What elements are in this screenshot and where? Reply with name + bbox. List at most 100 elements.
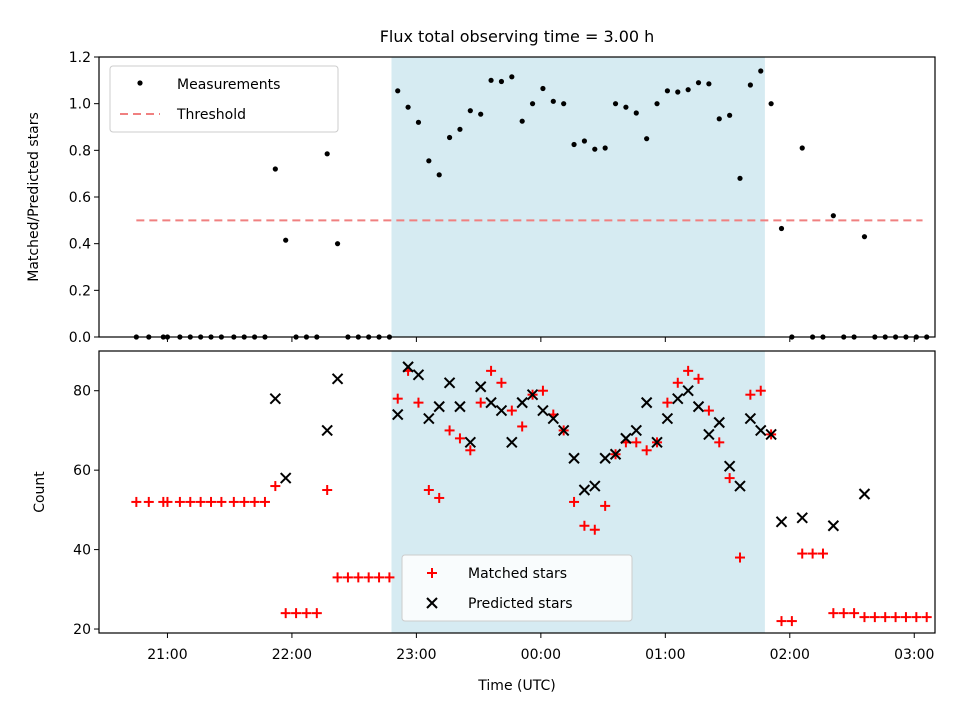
- measurement-point: [540, 85, 546, 92]
- matched-star-point: [921, 612, 932, 623]
- x-tick-label: 21:00: [147, 647, 187, 663]
- measurement-point: [561, 101, 567, 107]
- matched-star-point: [486, 365, 497, 376]
- measurement-point: [581, 138, 588, 144]
- matched-star-point: [465, 445, 476, 456]
- predicted-star-point: [734, 480, 746, 492]
- predicted-star-point: [703, 428, 715, 441]
- measurement-point: [716, 116, 722, 122]
- measurement-point: [405, 104, 411, 110]
- x-axis-label: Time (UTC): [477, 678, 555, 694]
- measurement-point: [633, 110, 639, 116]
- measurement-point: [446, 134, 453, 141]
- y-tick-label: 0.6: [69, 190, 91, 206]
- predicted-star-point: [547, 412, 560, 425]
- predicted-star-point: [464, 436, 477, 449]
- matched-star-point: [900, 612, 911, 623]
- matched-star-point: [434, 492, 445, 503]
- predicted-star-point: [412, 369, 425, 381]
- matched-star-point: [797, 548, 808, 559]
- measurement-point: [685, 87, 691, 93]
- predicted-star-point: [692, 400, 705, 413]
- matched-star-point: [859, 612, 870, 623]
- legend-label-predicted: Predicted stars: [468, 596, 573, 612]
- matched-star-point: [579, 520, 590, 531]
- y-tick-label: 0.2: [69, 283, 91, 299]
- matched-star-point: [374, 572, 385, 583]
- matched-star-point: [880, 612, 891, 623]
- measurement-point: [550, 98, 556, 104]
- y-tick-label: 60: [73, 463, 91, 479]
- matched-star-point: [589, 524, 600, 535]
- measurement-point: [488, 77, 494, 83]
- predicted-star-point: [321, 424, 333, 437]
- matched-star-point: [600, 500, 611, 511]
- predicted-star-point: [269, 392, 282, 405]
- measurement-point: [467, 108, 473, 114]
- matched-star-point: [131, 496, 142, 507]
- matched-star-point: [332, 572, 343, 583]
- matched-star-point: [249, 496, 260, 507]
- matched-star-point: [162, 496, 173, 507]
- matched-star-point: [413, 397, 424, 408]
- predicted-star-point: [495, 404, 508, 417]
- measurement-point: [592, 146, 598, 152]
- predicted-star-point: [568, 452, 580, 464]
- matched-star-point: [291, 608, 302, 619]
- predicted-star-point: [858, 488, 871, 500]
- measurement-point: [768, 101, 774, 107]
- bottom-x-axis: 21:00 22:00 23:00 00:00 01:00 02:00 03:00: [147, 633, 934, 663]
- measurement-point: [571, 141, 577, 148]
- matched-star-point: [280, 608, 291, 619]
- bottom-plot-frame: [98, 350, 936, 634]
- matched-star-point: [569, 496, 580, 507]
- legend-label-threshold: Threshold: [176, 107, 246, 123]
- predicted-star-point: [775, 516, 788, 528]
- measurement-point: [457, 126, 463, 132]
- matched-star-point: [786, 616, 797, 627]
- legend-marker-predicted: [426, 597, 438, 609]
- measurement-point: [395, 88, 401, 94]
- legend-label-matched: Matched stars: [468, 566, 567, 582]
- predicted-star-point: [609, 448, 622, 460]
- measurement-point: [830, 213, 836, 219]
- measurement-point: [861, 234, 868, 240]
- x-tick-label: 02:00: [770, 647, 810, 663]
- predicted-star-point: [620, 432, 632, 445]
- measurement-point: [283, 237, 289, 243]
- measurement-point: [747, 82, 753, 88]
- y-tick-label: 20: [73, 622, 91, 638]
- matched-star-point: [342, 572, 353, 583]
- predicted-star-point: [713, 416, 725, 429]
- predicted-star-point: [443, 377, 456, 389]
- y-tick-label: 0.0: [69, 330, 91, 346]
- predicted-star-points: [269, 361, 871, 532]
- x-tick-label: 03:00: [894, 647, 934, 663]
- matched-star-point: [714, 437, 725, 448]
- measurement-point: [695, 80, 702, 86]
- measurement-point: [799, 145, 805, 151]
- predicted-star-point: [640, 396, 653, 409]
- predicted-star-point: [661, 412, 674, 425]
- matched-star-point: [239, 496, 250, 507]
- predicted-star-point: [526, 388, 539, 401]
- matched-star-point: [869, 612, 880, 623]
- legend-marker-matched: [427, 568, 437, 578]
- x-tick-label: 22:00: [272, 647, 312, 663]
- matched-star-point: [890, 612, 901, 623]
- matched-star-point: [683, 365, 694, 376]
- measurement-point: [478, 111, 484, 117]
- measurement-point: [324, 151, 330, 157]
- matched-star-point: [174, 496, 185, 507]
- predicted-star-point: [589, 480, 601, 492]
- matched-star-point: [384, 572, 395, 583]
- predicted-star-point: [506, 436, 518, 449]
- predicted-star-point: [433, 400, 445, 413]
- top-legend-box: [109, 65, 339, 133]
- legend-label-measurements: Measurements: [177, 77, 280, 93]
- bottom-panel: 20 40 60 80 21:00 22:00 23:00 00:00 01:00 02:00 0…: [32, 350, 936, 694]
- matched-star-point: [206, 496, 217, 507]
- predicted-star-point: [682, 385, 694, 397]
- matched-star-point: [537, 385, 548, 396]
- measurement-point: [778, 225, 785, 232]
